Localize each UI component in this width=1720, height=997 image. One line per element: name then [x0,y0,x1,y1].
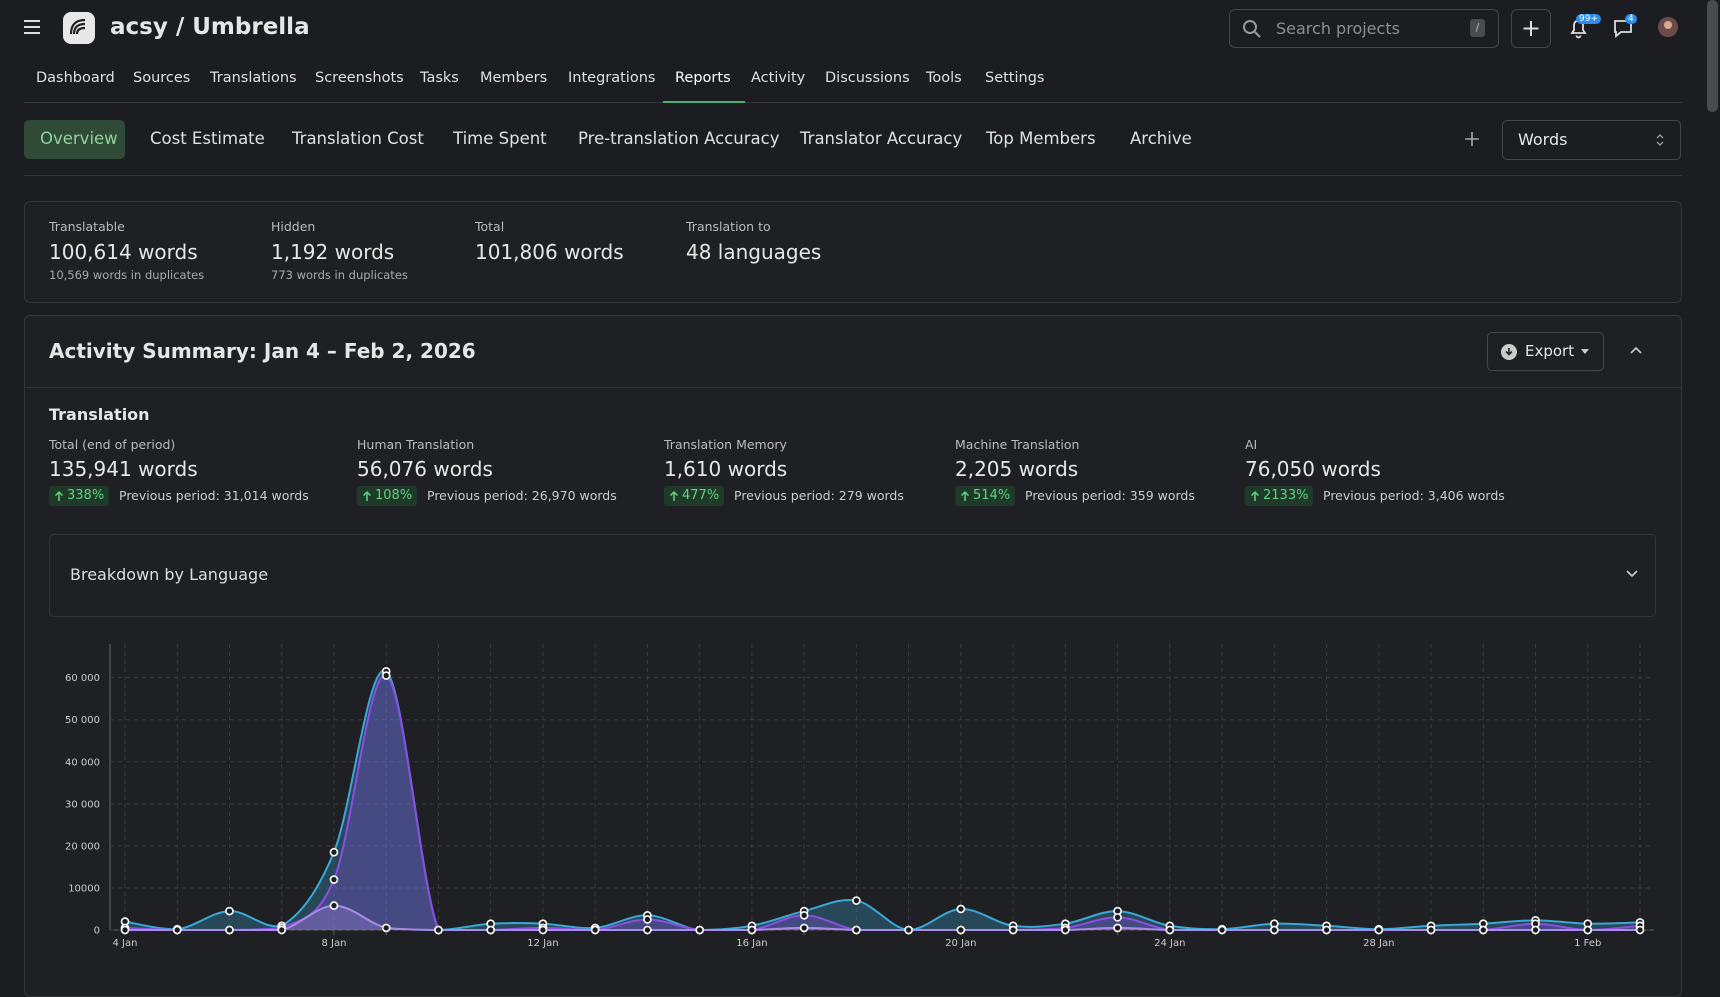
page: acsy / Umbrella Search projects / 99+ 4 … [0,0,1720,967]
point [853,927,860,934]
x-tick-label: 16 Jan [736,938,767,949]
nav-item[interactable]: Translations [210,70,297,86]
point [1637,927,1644,934]
point [122,927,129,934]
x-tick-label: 4 Jan [113,938,138,949]
point [1166,927,1173,934]
point [1010,927,1017,934]
tab[interactable]: Time Spent [453,129,547,148]
point [330,902,337,909]
point [174,927,181,934]
y-tick-label: 10000 [68,883,100,894]
nav-item[interactable]: Members [480,70,547,86]
point [748,927,755,934]
tab[interactable]: Translation Cost [292,129,424,148]
nav-item[interactable]: Screenshots [315,70,404,86]
nav-item[interactable]: Reports [675,70,731,86]
scrollbar-thumb[interactable] [1707,0,1718,112]
point [592,927,599,934]
y-tick-label: 30 000 [65,799,100,810]
nav-item[interactable]: Tools [926,70,962,86]
nav-item[interactable]: Dashboard [36,70,115,86]
point [644,927,651,934]
point [330,849,337,856]
y-tick-label: 20 000 [65,841,100,852]
y-tick-label: 60 000 [65,673,100,684]
nav-item[interactable]: Settings [985,70,1044,86]
y-tick-label: 50 000 [65,715,100,726]
tab[interactable]: Cost Estimate [150,129,265,148]
x-tick-label: 8 Jan [321,938,346,949]
tab[interactable]: Archive [1130,129,1192,148]
point [801,924,808,931]
point [383,672,390,679]
point [226,908,233,915]
point [1584,927,1591,934]
point [905,927,912,934]
x-tick-label: 24 Jan [1154,938,1185,949]
x-tick-label: 1 Feb [1574,938,1601,949]
nav-item[interactable]: Sources [133,70,190,86]
point [487,927,494,934]
point [1062,927,1069,934]
x-tick-label: 12 Jan [527,938,558,949]
tab[interactable]: Top Members [986,129,1096,148]
point [1480,927,1487,934]
point [539,927,546,934]
point [435,927,442,934]
point [1219,927,1226,934]
point [957,927,964,934]
point [1532,927,1539,934]
point [1271,927,1278,934]
nav-item[interactable]: Tasks [420,70,459,86]
point [330,876,337,883]
tab[interactable]: Translator Accuracy [800,129,962,148]
tab[interactable]: Overview [40,129,118,148]
y-tick-label: 0 [94,926,100,937]
tab[interactable]: Pre-translation Accuracy [578,129,779,148]
nav-item[interactable]: Integrations [568,70,655,86]
nav-item[interactable]: Discussions [825,70,910,86]
point [383,924,390,931]
point [1375,927,1382,934]
nav-item[interactable]: Activity [751,70,805,86]
point [278,927,285,934]
point [1323,927,1330,934]
point [801,912,808,919]
y-tick-label: 40 000 [65,757,100,768]
point [696,927,703,934]
point [1114,924,1121,931]
point [644,916,651,923]
point [957,905,964,912]
nav-active-underline [663,101,745,103]
x-tick-label: 28 Jan [1363,938,1394,949]
x-tick-label: 20 Jan [945,938,976,949]
point [1428,927,1435,934]
point [853,897,860,904]
point [1114,914,1121,921]
point [226,927,233,934]
